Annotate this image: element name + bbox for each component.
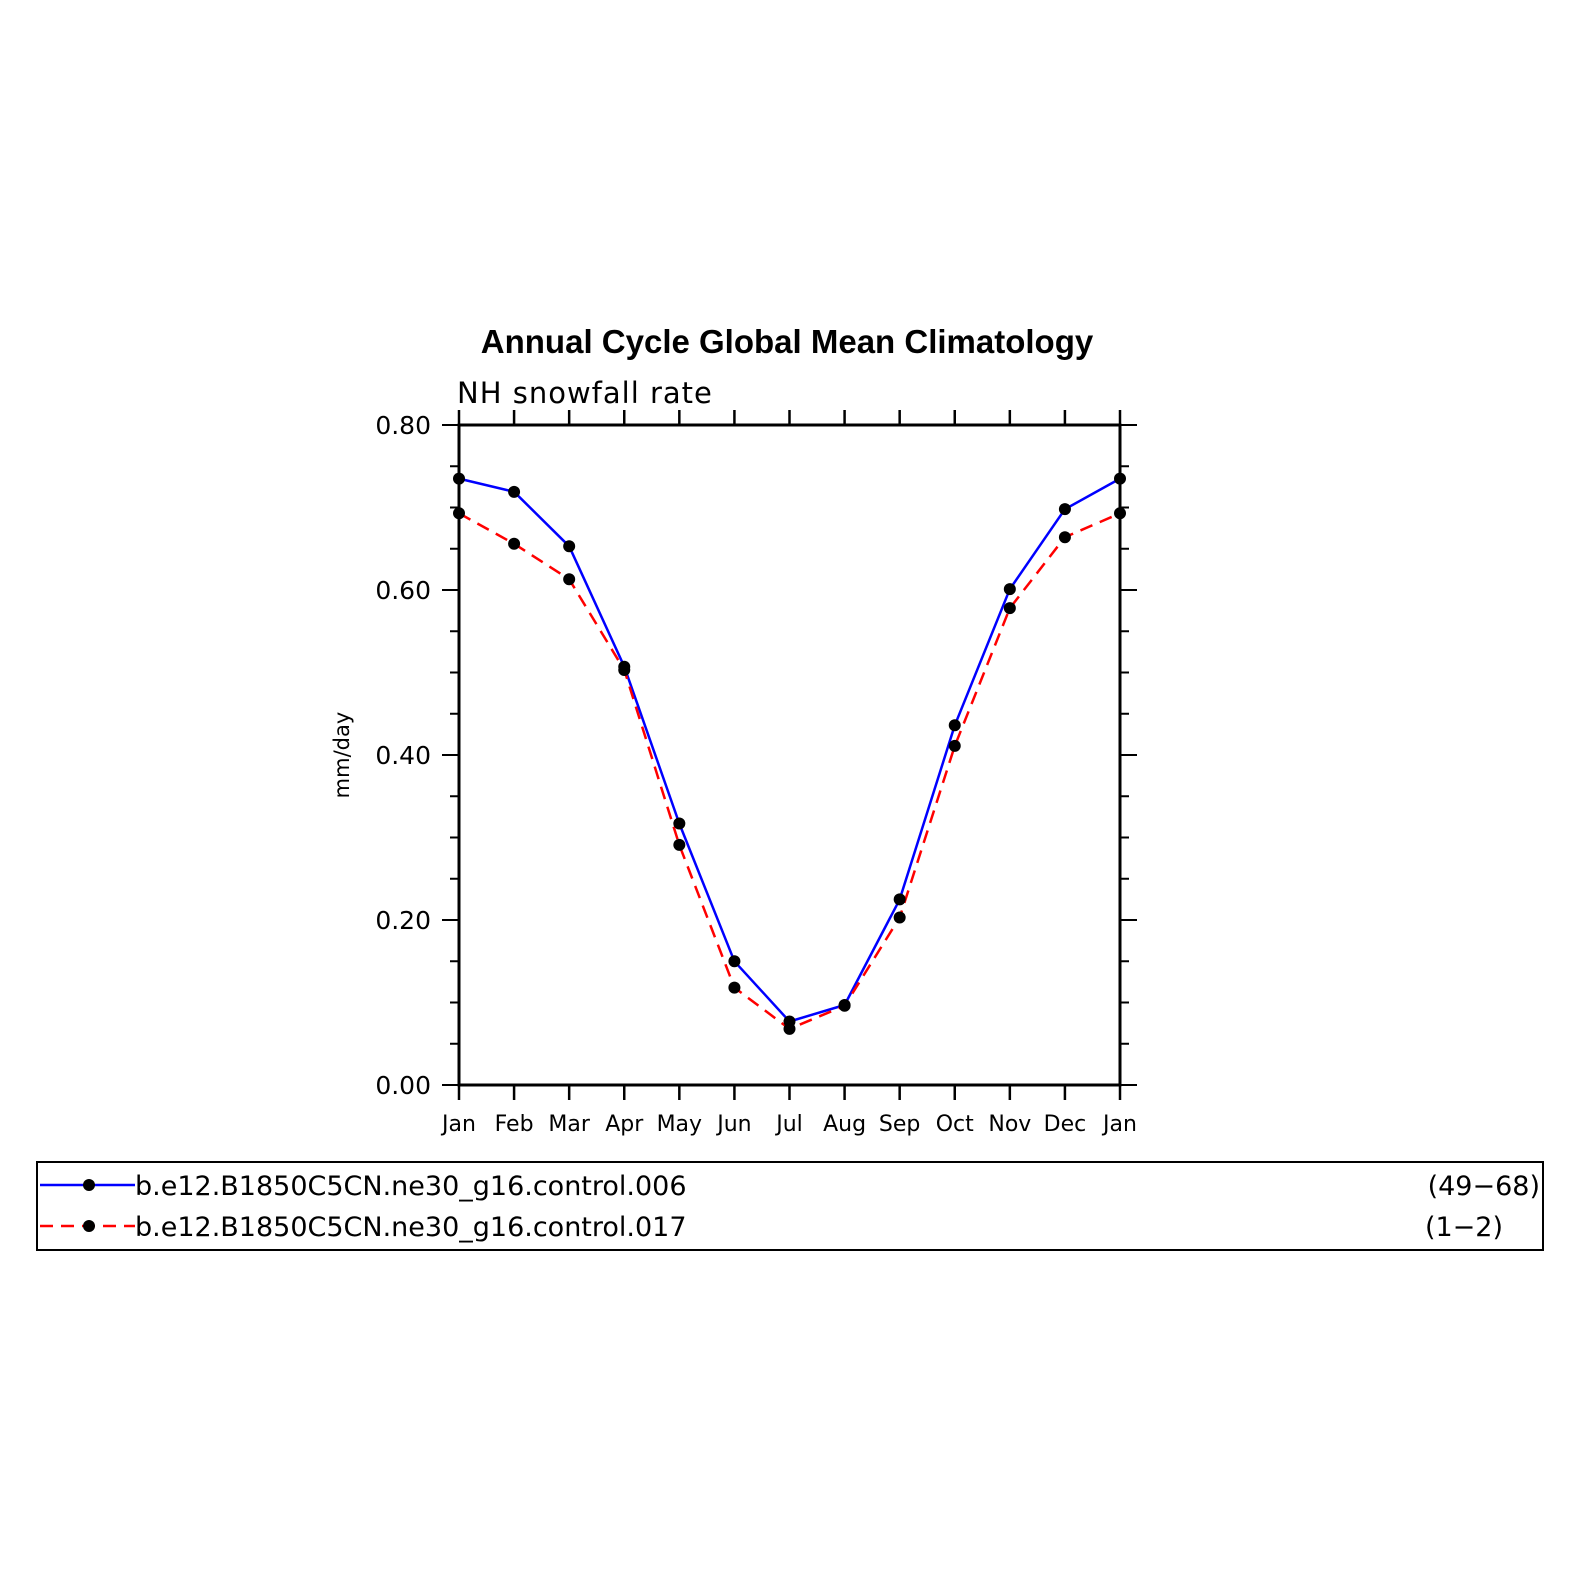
data-point	[673, 817, 686, 830]
x-tick-label: Dec	[1044, 1112, 1087, 1137]
legend-box	[36, 1161, 1544, 1251]
x-tick-label: Sep	[879, 1112, 920, 1137]
data-point	[618, 664, 631, 677]
legend-years: (1−2)	[1425, 1212, 1503, 1243]
y-tick-labels: 0.00 0.20 0.40 0.60 0.80	[375, 411, 431, 1100]
y-tick-label: 0.00	[375, 1071, 431, 1100]
data-point	[893, 893, 906, 906]
x-tick-label: Apr	[605, 1112, 644, 1137]
data-point	[838, 999, 851, 1012]
x-tick-label: Jun	[715, 1112, 751, 1137]
data-point	[728, 981, 741, 994]
data-point	[948, 719, 961, 732]
data-point	[673, 838, 686, 851]
data-point	[508, 537, 521, 550]
chart-subtitle: NH snowfall rate	[457, 376, 713, 410]
data-point	[728, 955, 741, 968]
legend-marker-icon	[83, 1220, 95, 1232]
data-point	[563, 573, 576, 586]
data-point	[948, 739, 961, 752]
data-point	[783, 1022, 796, 1035]
x-tick-label: Jan	[1101, 1112, 1137, 1137]
x-tick-label: Oct	[936, 1112, 974, 1137]
x-tick-label: Jan	[440, 1112, 476, 1137]
series-line-2	[458, 512, 1121, 1031]
x-tick-label: Aug	[823, 1112, 866, 1137]
x-tick-label: Jul	[774, 1112, 803, 1137]
x-tick-label: Mar	[548, 1112, 590, 1137]
data-point	[1058, 503, 1071, 516]
legend-years: (49−68)	[1428, 1171, 1540, 1202]
x-tick-label: Feb	[495, 1112, 534, 1137]
plot-frame	[457, 423, 1122, 1087]
data-point	[508, 485, 521, 498]
plot-series	[453, 472, 1126, 1035]
data-point	[893, 911, 906, 924]
legend: b.e12.B1850C5CN.ne30_g16.control.006 (49…	[36, 1161, 1544, 1251]
data-point	[1058, 531, 1071, 544]
data-point	[1003, 602, 1016, 615]
data-point	[563, 540, 576, 553]
data-point	[1003, 583, 1016, 596]
x-tick-label: May	[657, 1112, 702, 1137]
axis-ticks	[442, 410, 1137, 1100]
x-tick-label: Nov	[988, 1112, 1031, 1137]
legend-label: b.e12.B1850C5CN.ne30_g16.control.006	[135, 1171, 687, 1202]
x-tick-labels: Jan Feb Mar Apr May Jun Jul Aug Sep Oct Nov Dec Jan	[440, 1112, 1137, 1137]
y-axis-label: mm/day	[330, 712, 354, 799]
y-tick-label: 0.40	[375, 741, 431, 770]
y-tick-label: 0.80	[375, 411, 431, 440]
legend-item: b.e12.B1850C5CN.ne30_g16.control.017 (1−…	[40, 1212, 1503, 1243]
y-tick-label: 0.60	[375, 576, 431, 605]
legend-label: b.e12.B1850C5CN.ne30_g16.control.017	[135, 1212, 687, 1243]
chart-title: Annual Cycle Global Mean Climatology	[481, 323, 1094, 360]
series-line-1	[458, 477, 1121, 1023]
legend-item: b.e12.B1850C5CN.ne30_g16.control.006 (49…	[40, 1171, 1540, 1202]
y-tick-label: 0.20	[375, 906, 431, 935]
legend-marker-icon	[83, 1179, 95, 1191]
